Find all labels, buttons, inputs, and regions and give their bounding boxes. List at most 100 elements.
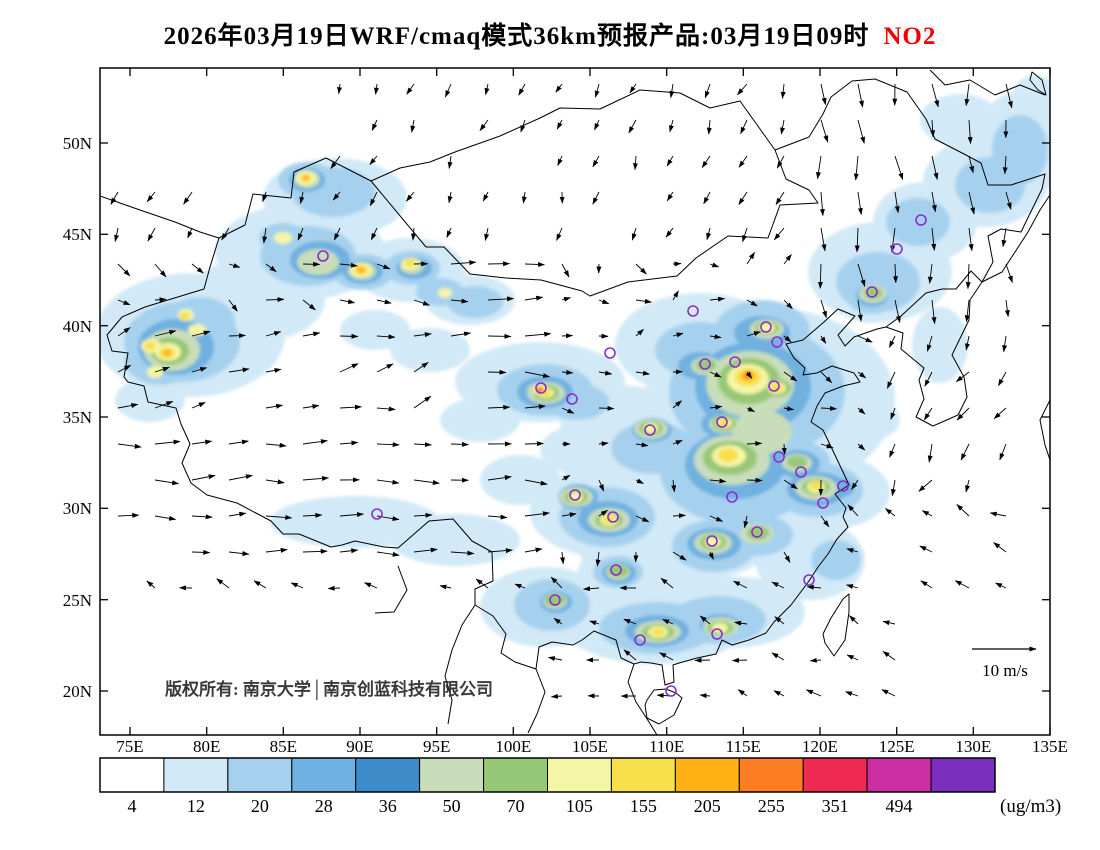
lon-label: 120E: [802, 737, 838, 756]
wind-arrow: [635, 328, 644, 337]
colorbar-tick: 4: [128, 796, 137, 816]
contour-blob: [180, 312, 190, 320]
city-marker: [866, 286, 878, 298]
city-marker: [634, 634, 646, 646]
wind-arrow: [487, 475, 512, 481]
wind-arrow: [514, 583, 526, 589]
wind-arrow: [918, 479, 933, 492]
wind-arrow: [595, 551, 601, 567]
wind-arrow: [888, 335, 896, 348]
wind-arrow: [561, 407, 575, 414]
wind-arrow: [965, 263, 971, 290]
wind-arrow: [857, 407, 866, 415]
colorbar-segment: [802, 757, 868, 793]
wind-arrow: [965, 479, 971, 493]
colorbar-segment: [291, 757, 357, 793]
colorbar-tick: 28: [315, 796, 333, 816]
wind-arrow: [931, 83, 939, 108]
city-marker: [803, 574, 815, 586]
wind-arrow: [783, 406, 795, 412]
wind-arrow: [968, 191, 976, 215]
wind-arrow: [820, 227, 827, 252]
colorbar-segment: [866, 757, 932, 793]
wind-arrow: [191, 514, 213, 520]
wind-arrow: [598, 509, 608, 517]
city-marker: [665, 685, 677, 697]
wind-arrow: [376, 299, 392, 305]
wind-arrow: [805, 689, 822, 697]
colorbar-tick: 155: [630, 796, 657, 816]
wind-arrow: [623, 649, 637, 661]
wind-arrow: [297, 227, 304, 241]
wind-arrow: [746, 299, 758, 307]
wind-arrow: [592, 191, 600, 205]
wind-arrow: [598, 441, 609, 447]
contour-blob: [274, 232, 292, 244]
contour-blob: [357, 267, 365, 273]
wind-arrow: [924, 371, 933, 387]
russia-pacific-coast: [981, 194, 1050, 283]
wind-arrow: [117, 327, 131, 337]
colorbar-tick: 50: [443, 796, 461, 816]
coastline-border-layer: [100, 69, 1050, 735]
wind-arrow: [853, 155, 859, 181]
colorbar-segment: [930, 757, 996, 793]
wind-arrow: [694, 657, 711, 663]
wind-arrow: [931, 191, 937, 213]
wind-arrow: [783, 299, 793, 310]
contour-blob: [718, 448, 738, 462]
figure-title: 2026年03月19日WRF/cmaq模式36km预报产品:03月19日09时 N…: [0, 16, 1100, 52]
myanmar-india-border: [444, 604, 476, 725]
wind-arrow: [216, 578, 230, 589]
wind-arrow: [993, 407, 1007, 419]
wind-arrow: [594, 119, 600, 131]
city-marker: [535, 382, 547, 394]
wind-arrow: [780, 83, 786, 99]
city-marker: [706, 535, 718, 547]
wind-arrow: [117, 403, 139, 409]
wind-arrow: [524, 371, 550, 379]
wind-arrow: [191, 401, 206, 409]
wind-arrow: [930, 119, 936, 138]
wind-arrow: [1004, 299, 1010, 318]
wind-arrow: [738, 191, 748, 206]
wind-arrow: [487, 296, 515, 302]
wind-arrow: [737, 83, 748, 96]
wind-arrow: [598, 299, 610, 305]
wind-arrow: [956, 407, 970, 421]
wind-arrow: [774, 616, 785, 625]
wind-arrow: [376, 334, 396, 340]
wind-arrow: [820, 405, 837, 411]
lon-label: 125E: [879, 737, 915, 756]
wind-arrow: [265, 263, 277, 273]
wind-arrow: [806, 584, 822, 590]
contour-blob: [438, 288, 452, 298]
wind-arrow: [413, 395, 432, 409]
wind-arrow: [857, 263, 866, 287]
city-marker: [915, 214, 927, 226]
wind-arrow: [919, 545, 933, 553]
wind-arrow: [339, 404, 362, 410]
wind-arrow: [857, 83, 864, 108]
title-pollutant-label: NO2: [883, 23, 937, 50]
wind-arrow: [487, 514, 508, 520]
wind-arrow: [553, 617, 563, 625]
lat-label: 30N: [63, 499, 92, 518]
contour-blob: [540, 425, 620, 475]
japan-coast-fragment: [1039, 399, 1050, 461]
wind-arrow: [524, 261, 545, 267]
wind-arrow: [187, 227, 193, 239]
wind-arrow: [262, 191, 268, 203]
wind-arrow: [117, 263, 131, 277]
city-marker: [760, 321, 772, 333]
axis-ticks: [100, 68, 1051, 735]
wind-arrow: [709, 296, 725, 302]
wind-arrow: [333, 227, 341, 241]
vietnam-coast: [627, 663, 658, 735]
wind-arrow: [444, 83, 452, 98]
wind-arrow: [594, 83, 600, 98]
wind-arrow: [555, 83, 563, 93]
wind-arrow: [740, 119, 748, 135]
wind-arrow: [783, 479, 798, 490]
